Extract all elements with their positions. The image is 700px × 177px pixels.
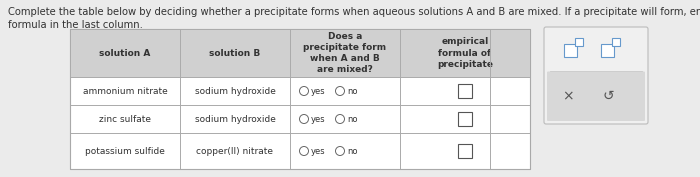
Text: potassium sulfide: potassium sulfide xyxy=(85,147,165,156)
Text: sodium hydroxide: sodium hydroxide xyxy=(195,115,275,124)
Text: zinc sulfate: zinc sulfate xyxy=(99,115,151,124)
Text: copper(II) nitrate: copper(II) nitrate xyxy=(197,147,274,156)
FancyBboxPatch shape xyxy=(601,44,614,57)
FancyBboxPatch shape xyxy=(458,84,472,98)
FancyBboxPatch shape xyxy=(458,144,472,158)
FancyBboxPatch shape xyxy=(547,72,645,121)
Text: no: no xyxy=(347,115,358,124)
Text: ↺: ↺ xyxy=(602,89,614,103)
Text: yes: yes xyxy=(311,115,326,124)
FancyBboxPatch shape xyxy=(70,29,530,169)
Text: ×: × xyxy=(562,89,574,103)
FancyBboxPatch shape xyxy=(612,38,620,46)
Text: no: no xyxy=(347,87,358,96)
Text: empirical
formula of
precipitate: empirical formula of precipitate xyxy=(437,37,493,69)
FancyBboxPatch shape xyxy=(458,112,472,126)
FancyBboxPatch shape xyxy=(564,44,577,57)
Text: sodium hydroxide: sodium hydroxide xyxy=(195,87,275,96)
Text: ammonium nitrate: ammonium nitrate xyxy=(83,87,167,96)
FancyBboxPatch shape xyxy=(575,38,583,46)
FancyBboxPatch shape xyxy=(70,29,530,77)
Text: no: no xyxy=(347,147,358,156)
Text: solution A: solution A xyxy=(99,48,150,58)
Text: Complete the table below by deciding whether a precipitate forms when aqueous so: Complete the table below by deciding whe… xyxy=(8,7,700,30)
Text: yes: yes xyxy=(311,87,326,96)
FancyBboxPatch shape xyxy=(544,27,648,124)
Text: yes: yes xyxy=(311,147,326,156)
Text: Does a
precipitate form
when A and B
are mixed?: Does a precipitate form when A and B are… xyxy=(303,32,386,74)
Text: solution B: solution B xyxy=(209,48,260,58)
